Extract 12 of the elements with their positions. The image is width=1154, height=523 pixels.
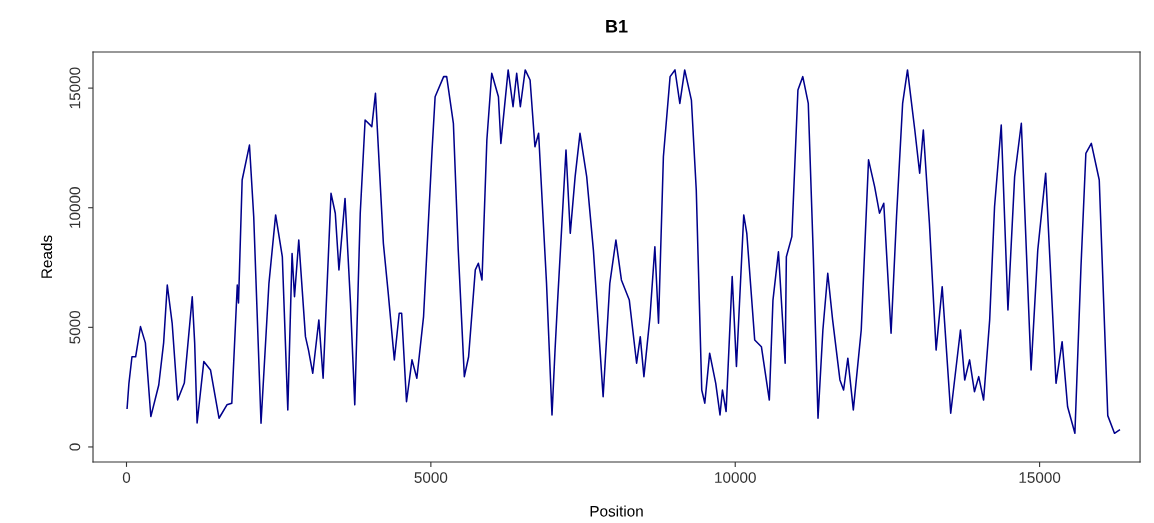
y-tick-label: 10000 [69,187,81,228]
chart-title: B1 [606,20,628,33]
x-tick-label: 15000 [1019,472,1061,483]
x-tick-label: 10000 [715,472,756,483]
y-tick-label: 0 [69,443,81,451]
x-tick-label: 5000 [414,472,448,483]
y-tick-label: 15000 [69,67,81,109]
x-tick-label: 0 [122,472,131,483]
y-tick-label: 5000 [69,310,81,344]
y-axis-title: Reads [40,235,53,278]
line-series [126,69,1121,435]
x-axis-title: Position [590,505,643,517]
